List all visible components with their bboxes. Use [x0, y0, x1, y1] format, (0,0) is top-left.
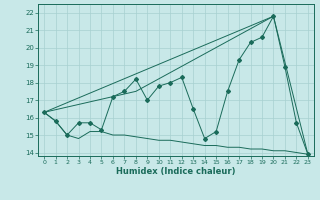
X-axis label: Humidex (Indice chaleur): Humidex (Indice chaleur)	[116, 167, 236, 176]
